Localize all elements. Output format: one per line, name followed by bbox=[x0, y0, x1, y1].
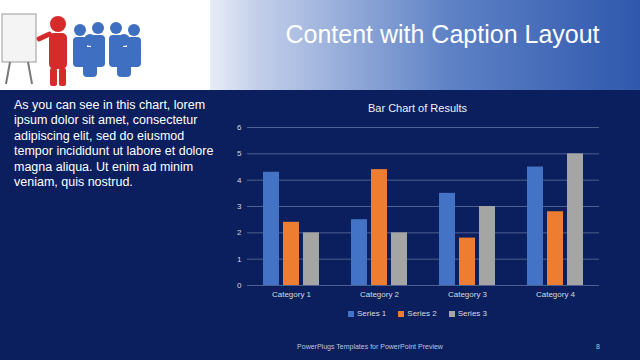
html-text:Content with Caption Layout: Content with Caption Layout bbox=[285, 20, 600, 48]
html-text:As you can see in this chart,: As you can see in this chart, lorem ipsu… bbox=[14, 98, 214, 189]
svg-text:3: 3 bbox=[237, 202, 242, 211]
svg-text:Category 4: Category 4 bbox=[536, 290, 576, 299]
html-text:8: 8 bbox=[596, 343, 600, 350]
html-text:Bar Chart of Results: Bar Chart of Results bbox=[368, 102, 467, 114]
html-text:Series 3: Series 3 bbox=[457, 309, 487, 318]
svg-text:2: 2 bbox=[237, 228, 242, 237]
svg-text:Category 2: Category 2 bbox=[360, 290, 400, 299]
svg-text:Category 3: Category 3 bbox=[448, 290, 488, 299]
svg-text:6: 6 bbox=[237, 123, 242, 132]
svg-text:5: 5 bbox=[237, 149, 242, 158]
html-text:Series 1: Series 1 bbox=[357, 309, 387, 318]
svg-text:Category 1: Category 1 bbox=[272, 290, 312, 299]
html-text:PowerPlugs Templates for Power: PowerPlugs Templates for PowerPoint Prev… bbox=[297, 343, 443, 350]
svg-text:1: 1 bbox=[237, 255, 242, 264]
html-text:Series 2: Series 2 bbox=[407, 309, 437, 318]
svg-text:4: 4 bbox=[237, 176, 242, 185]
svg-text:0: 0 bbox=[237, 281, 242, 290]
